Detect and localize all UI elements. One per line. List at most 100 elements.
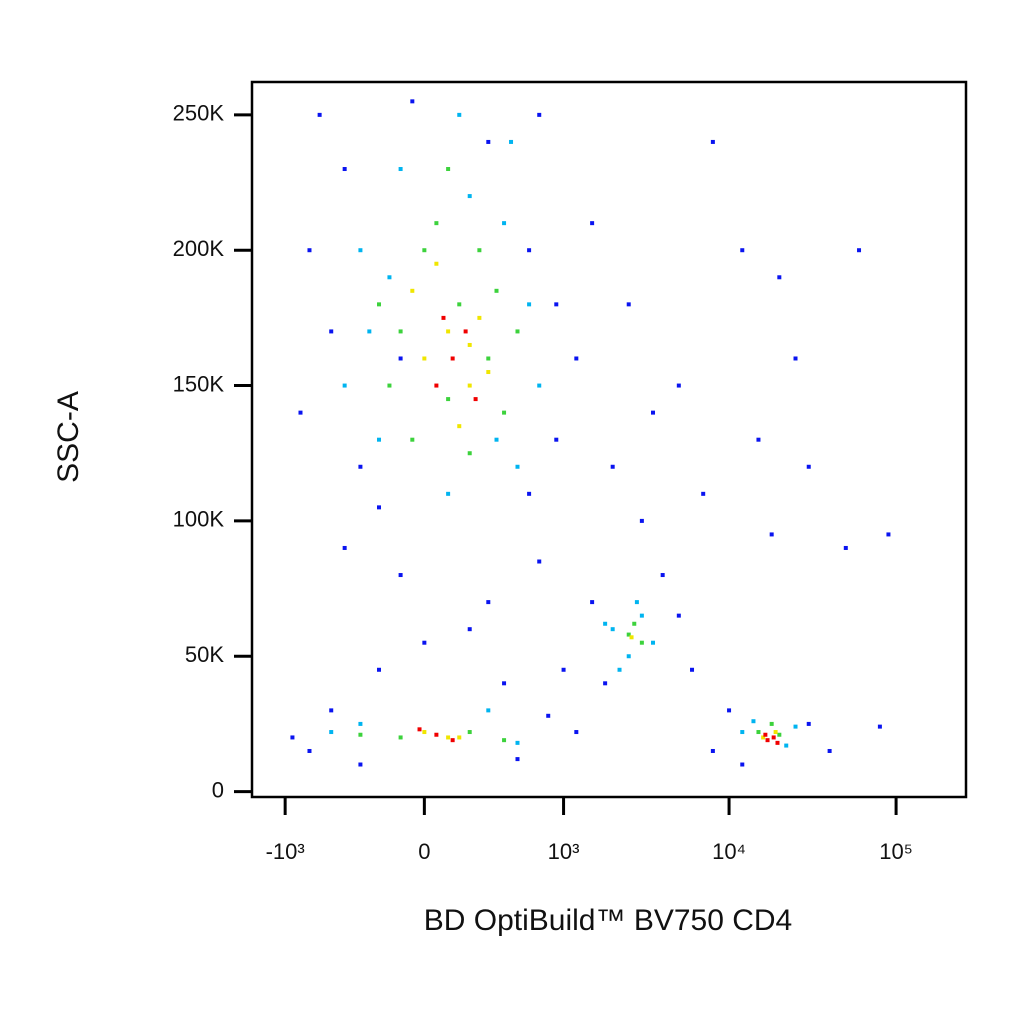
y-tick-label: 150K	[173, 371, 225, 396]
point	[307, 248, 312, 253]
x-tick-label: 10⁵	[879, 839, 913, 864]
point	[377, 437, 382, 442]
point	[651, 410, 656, 415]
point	[358, 248, 363, 253]
point	[603, 621, 608, 626]
y-tick-label: 250K	[173, 101, 225, 126]
point	[515, 757, 520, 762]
point	[502, 738, 507, 743]
point	[342, 167, 347, 172]
point	[467, 342, 472, 347]
point	[756, 730, 761, 735]
point	[634, 600, 639, 605]
point	[727, 708, 732, 713]
point	[457, 735, 462, 740]
point	[410, 288, 415, 293]
point	[446, 329, 451, 334]
y-axis-title: SSC-A	[52, 391, 85, 483]
point	[527, 248, 532, 253]
point	[358, 732, 363, 737]
point	[784, 743, 789, 748]
point	[422, 730, 427, 735]
point	[626, 654, 631, 659]
point	[710, 139, 715, 144]
y-tick-label: 0	[212, 777, 224, 802]
point	[626, 632, 631, 637]
point	[387, 275, 392, 280]
point	[422, 356, 427, 361]
point	[740, 730, 745, 735]
point	[639, 518, 644, 523]
point	[777, 275, 782, 280]
point	[574, 356, 579, 361]
point	[486, 370, 491, 375]
point	[450, 356, 455, 361]
point	[626, 302, 631, 307]
point	[676, 613, 681, 618]
point	[574, 730, 579, 735]
point	[617, 667, 622, 672]
point	[660, 573, 665, 578]
point	[502, 681, 507, 686]
point	[486, 708, 491, 713]
point	[441, 315, 446, 320]
point	[590, 600, 595, 605]
point	[398, 735, 403, 740]
point	[477, 248, 482, 253]
point	[298, 410, 303, 415]
point	[446, 167, 451, 172]
points	[290, 99, 891, 767]
point	[610, 464, 615, 469]
point	[527, 491, 532, 496]
point	[632, 621, 637, 626]
point	[467, 730, 472, 735]
point	[377, 667, 382, 672]
point	[806, 721, 811, 726]
point	[434, 261, 439, 266]
point	[763, 732, 768, 737]
point	[554, 302, 559, 307]
point	[710, 748, 715, 753]
point	[886, 532, 891, 537]
point	[775, 740, 780, 745]
point	[769, 532, 774, 537]
point	[494, 437, 499, 442]
point	[398, 356, 403, 361]
point	[751, 719, 756, 724]
point	[561, 667, 566, 672]
point	[290, 735, 295, 740]
point	[446, 735, 451, 740]
point	[554, 437, 559, 442]
x-tick-label: 10⁴	[712, 839, 746, 864]
point	[610, 627, 615, 632]
point	[877, 724, 882, 729]
point	[422, 640, 427, 645]
point	[329, 708, 334, 713]
point	[467, 627, 472, 632]
y-tick-label: 50K	[185, 642, 224, 667]
point	[377, 302, 382, 307]
point	[342, 545, 347, 550]
point	[740, 762, 745, 767]
point	[329, 730, 334, 735]
point	[329, 329, 334, 334]
point	[398, 329, 403, 334]
point	[537, 383, 542, 388]
point	[477, 315, 482, 320]
x-tick-label: 0	[418, 839, 430, 864]
x-tick-label: -10³	[266, 839, 305, 864]
point	[358, 762, 363, 767]
point	[793, 356, 798, 361]
point	[769, 721, 774, 726]
point	[590, 221, 595, 226]
point	[434, 221, 439, 226]
point	[676, 383, 681, 388]
y-tick-label: 100K	[173, 507, 225, 532]
point	[417, 727, 422, 732]
point	[509, 139, 514, 144]
point	[367, 329, 372, 334]
point	[761, 735, 766, 740]
point	[537, 112, 542, 117]
point	[317, 112, 322, 117]
point	[463, 329, 468, 334]
